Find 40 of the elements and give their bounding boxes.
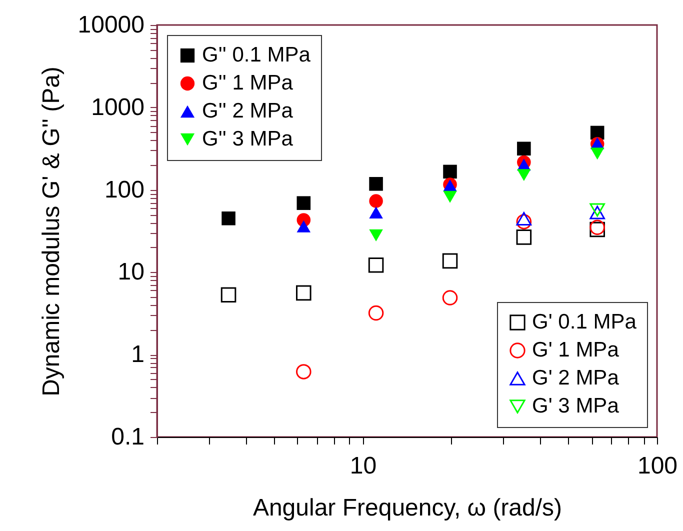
y-tick-label: 100 — [104, 176, 144, 204]
legend-label: G' 0.1 MPa — [532, 310, 637, 334]
legend-label: G'' 1 MPa — [202, 72, 294, 94]
point — [517, 169, 531, 182]
point — [590, 206, 605, 220]
y-tick-label: 10000 — [78, 12, 144, 38]
point — [443, 190, 457, 203]
point — [516, 230, 532, 245]
legend-label: G'' 0.1 MPa — [202, 44, 311, 66]
point — [368, 305, 384, 321]
point — [442, 253, 458, 269]
point — [296, 220, 311, 232]
point — [296, 364, 312, 380]
y-tick-label: 1000 — [91, 94, 144, 121]
legend-label: G'' 2 MPa — [202, 100, 294, 122]
point — [442, 290, 458, 306]
point — [220, 287, 236, 303]
point — [517, 142, 531, 156]
y-tick-label: 10 — [118, 258, 144, 286]
point — [296, 196, 311, 210]
legend-label: G' 2 MPa — [532, 366, 620, 390]
y-tick-label: 0.1 — [111, 424, 144, 450]
point — [222, 211, 236, 226]
point — [443, 164, 457, 179]
point — [369, 229, 383, 242]
point — [296, 285, 312, 301]
point — [369, 176, 383, 191]
point — [369, 194, 383, 208]
legend-label: G' 1 MPa — [532, 338, 620, 362]
point — [590, 203, 605, 217]
y-tick-label: 1 — [131, 341, 144, 368]
point — [368, 257, 384, 273]
point — [516, 214, 532, 230]
point — [369, 206, 383, 218]
y-axis-title: Dynamic modulus G' & G'' (Pa) — [38, 66, 65, 396]
legend-label: G' 3 MPa — [532, 394, 620, 418]
x-axis-title: Angular Frequency, ω (rad/s) — [252, 494, 562, 522]
point — [590, 148, 604, 160]
legend-label: G'' 3 MPa — [202, 128, 294, 150]
point — [516, 212, 532, 226]
